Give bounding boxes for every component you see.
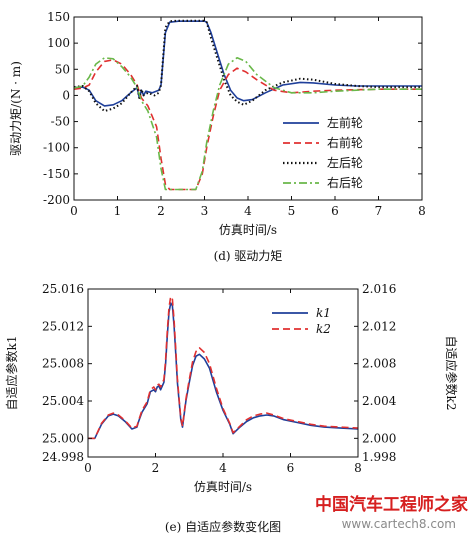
d-ytick-label: 50 [55, 62, 70, 76]
d-series-line-3 [73, 56, 422, 191]
e-y2tick-label: 2.016 [362, 282, 396, 296]
e-xtick-label: 6 [287, 461, 295, 475]
e-y2tick-label: 1.998 [362, 450, 396, 464]
d-series-line-0 [73, 20, 422, 107]
d-ytick-label: -150 [43, 167, 70, 181]
watermark: 中国汽车工程师之家 www.cartech8.com [315, 494, 468, 531]
e-ytick-label: 25.008 [42, 357, 84, 371]
d-xtick-label: 8 [418, 204, 426, 218]
d-xtick-label: 4 [244, 204, 252, 218]
d-legend-label-3: 右后轮 [327, 175, 363, 190]
e-y2tick-label: 2.012 [362, 319, 396, 333]
e-y2-axis-label: 自适应参数k2 [444, 336, 459, 411]
e-ytick-label: 25.000 [42, 431, 84, 445]
d-legend-label-1: 右前轮 [327, 135, 363, 150]
d-legend-label-2: 左后轮 [327, 155, 363, 170]
d-series-group [73, 19, 422, 191]
d-xtick-label: 2 [157, 204, 165, 218]
d-xtick-label: 0 [70, 204, 78, 218]
e-ticks-group: 0 2 4 6 8 24.998 25.000 25.004 25.008 25.012 25.01… [42, 282, 397, 475]
d-xtick-label: 5 [288, 204, 296, 218]
d-ytick-label: 100 [47, 36, 70, 50]
d-legend-label-0: 左前轮 [327, 115, 363, 130]
d-series-line-2 [73, 19, 422, 113]
chart-adaptive-params: 0 2 4 6 8 24.998 25.000 25.004 25.008 25.012 25.01… [4, 282, 459, 534]
e-xtick-label: 8 [354, 461, 362, 475]
watermark-subtext: www.cartech8.com [342, 517, 456, 531]
e-series-line-1 [88, 295, 359, 440]
e-xtick-label: 0 [84, 461, 92, 475]
d-plot-frame [73, 16, 423, 201]
e-legend-label-0: k1 [316, 306, 331, 320]
e-ytick-label: 25.012 [42, 319, 84, 333]
d-ticks-group: 0 1 2 3 4 5 6 7 8 -200 -150 -100 -50 0 50 100 150 [43, 10, 426, 218]
watermark-text: 中国汽车工程师之家 [315, 494, 468, 515]
e-xtick-label: 4 [219, 461, 227, 475]
d-series-line-1 [73, 59, 422, 191]
e-series-group [88, 295, 359, 440]
e-y2tick-label: 2.008 [362, 357, 396, 371]
d-y-axis-label: 驱动力矩/(N · m) [9, 61, 23, 156]
d-caption: (d) 驱动力矩 [214, 249, 283, 263]
d-xtick-label: 6 [331, 204, 339, 218]
e-y2tick-label: 2.000 [362, 431, 396, 445]
d-ytick-label: -200 [43, 193, 70, 207]
d-ytick-label: 0 [62, 88, 70, 102]
chart-driving-torque: 0 1 2 3 4 5 6 7 8 -200 -150 -100 -50 0 50 100 150 左前轮右前轮… [9, 10, 426, 263]
e-xtick-label: 2 [152, 461, 160, 475]
e-legend-label-1: k2 [316, 322, 331, 336]
d-xtick-label: 1 [114, 204, 122, 218]
d-x-axis-label: 仿真时间/s [219, 223, 277, 237]
d-ytick-label: 150 [47, 10, 70, 24]
d-ytick-label: -100 [43, 141, 70, 155]
e-ytick-label: 25.016 [42, 282, 84, 296]
d-ytick-label: -50 [51, 115, 70, 129]
e-ytick-label: 24.998 [42, 450, 84, 464]
e-y-axis-label: 自适应参数k1 [4, 336, 19, 411]
e-caption: (e) 自适应参数变化图 [165, 519, 281, 534]
d-xtick-label: 7 [375, 204, 383, 218]
e-ytick-label: 25.004 [42, 394, 84, 408]
e-x-axis-label: 仿真时间/s [194, 480, 252, 494]
d-xtick-label: 3 [201, 204, 209, 218]
e-y2tick-label: 2.004 [362, 394, 397, 408]
